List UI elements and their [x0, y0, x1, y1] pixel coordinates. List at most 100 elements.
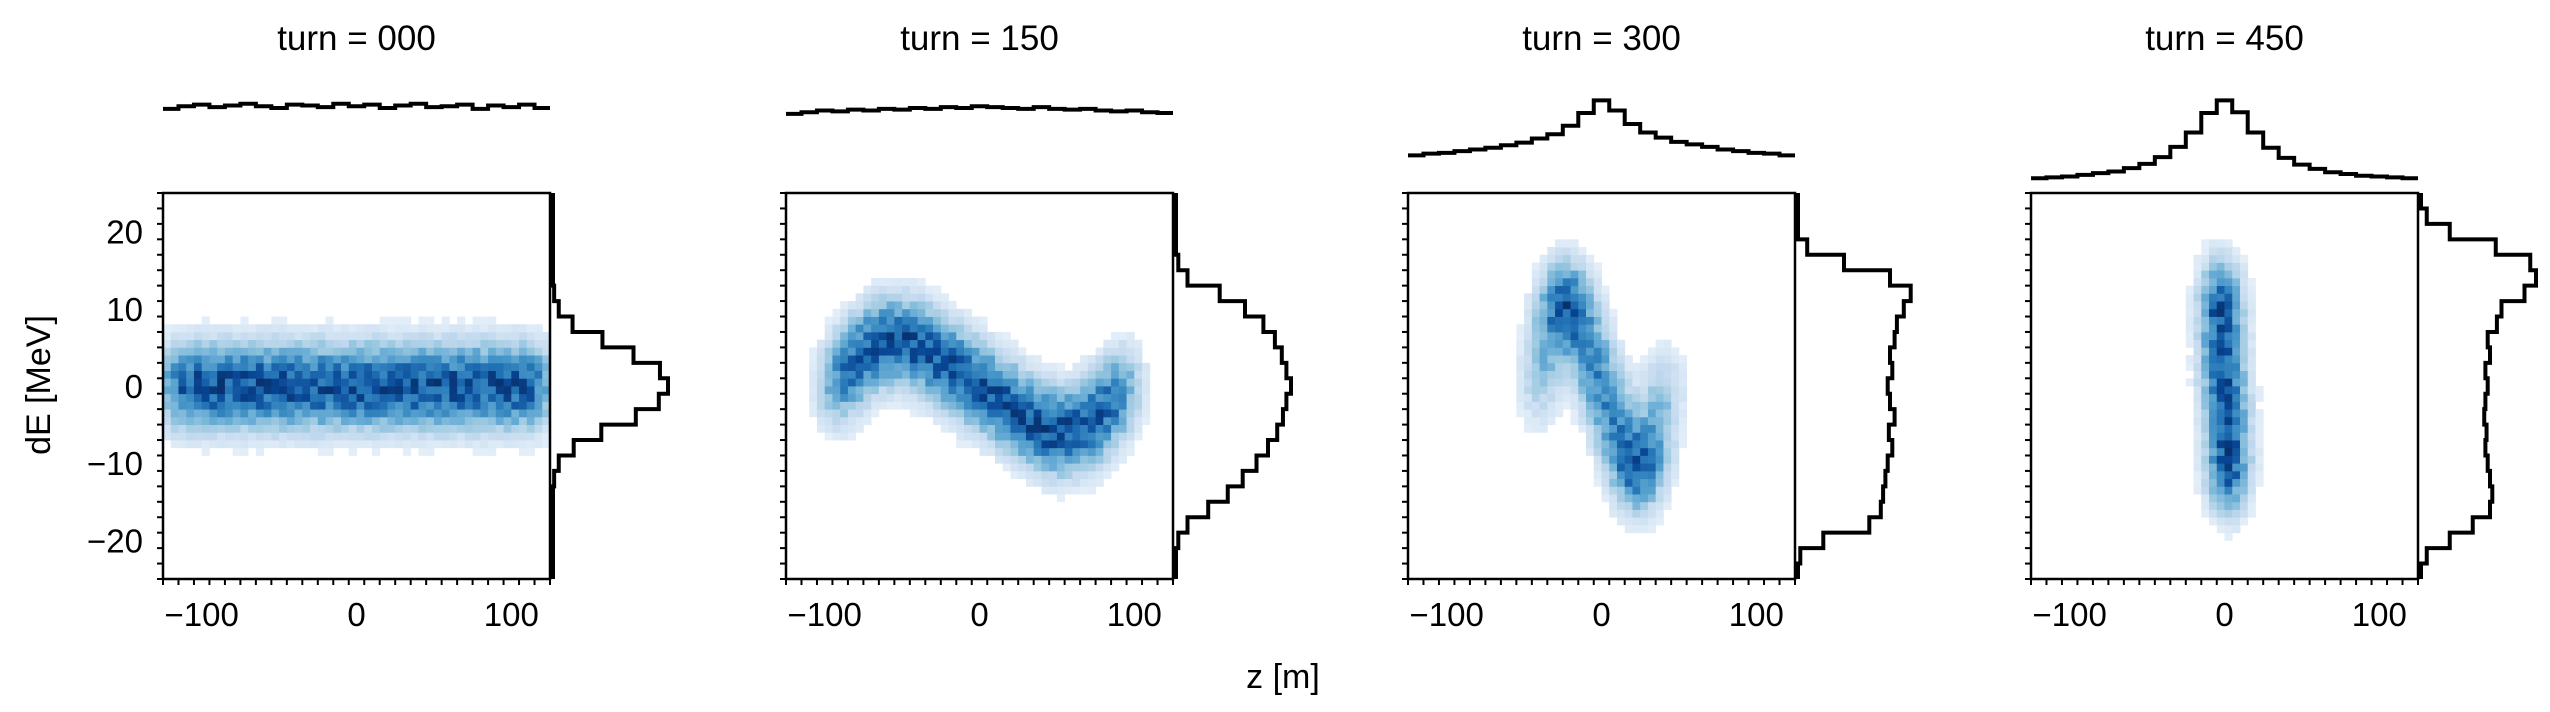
- heatmap-cell: [1586, 386, 1595, 395]
- x-tick-label: 0: [970, 596, 988, 633]
- heatmap-cell: [410, 393, 419, 402]
- heatmap-cell: [1609, 355, 1618, 364]
- heatmap-cell: [387, 324, 396, 333]
- heatmap-cell: [402, 386, 412, 395]
- heatmap-cell: [1624, 501, 1633, 510]
- heatmap-cell: [2193, 455, 2202, 464]
- heatmap-cell: [426, 347, 435, 356]
- heatmap-cell: [1025, 447, 1035, 456]
- heatmap-cell: [302, 378, 311, 387]
- heatmap-cell: [1080, 355, 1089, 364]
- heatmap-cell: [1663, 362, 1672, 371]
- heatmap-cell: [2201, 378, 2210, 387]
- heatmap-cell: [418, 409, 427, 418]
- heatmap-cell: [2232, 486, 2241, 495]
- heatmap-cell: [1663, 432, 1672, 441]
- heatmap-cell: [433, 347, 443, 356]
- heatmap-cell: [170, 378, 179, 387]
- heatmap-cell: [1033, 416, 1042, 425]
- heatmap-cell: [464, 393, 473, 402]
- heatmap-cell: [1593, 339, 1602, 348]
- heatmap-cell: [1056, 478, 1066, 487]
- heatmap-cell: [1056, 362, 1066, 371]
- heatmap-cell: [310, 355, 319, 364]
- heatmap-cell: [163, 378, 172, 387]
- heatmap-cell: [1087, 362, 1096, 371]
- heatmap-cell: [2224, 524, 2233, 534]
- heatmap-cell: [1111, 440, 1120, 449]
- heatmap-cell: [2239, 386, 2249, 395]
- heatmap-cell: [1134, 347, 1143, 356]
- heatmap-cell: [333, 347, 342, 356]
- heatmap-cell: [1616, 486, 1626, 495]
- heatmap-cell: [271, 347, 280, 356]
- heatmap-cell: [1624, 517, 1633, 526]
- heatmap-cell: [248, 347, 257, 356]
- heatmap-cell: [449, 401, 458, 410]
- heatmap-cell: [940, 370, 949, 379]
- heatmap-cell: [2255, 470, 2264, 480]
- heatmap-cell: [1524, 401, 1533, 410]
- heatmap-cell: [1118, 432, 1127, 441]
- heatmap-cell: [1524, 386, 1533, 395]
- heatmap-cell: [1041, 478, 1050, 487]
- heatmap-cell: [255, 440, 265, 449]
- heatmap-cell: [534, 370, 543, 379]
- heatmap-cell: [2193, 440, 2202, 449]
- heatmap-cell: [410, 339, 419, 348]
- heatmap-cell: [379, 347, 388, 356]
- heatmap-cell: [1126, 362, 1135, 371]
- heatmap-cell: [816, 355, 826, 364]
- heatmap-cell: [1049, 455, 1058, 464]
- heatmap-cell: [379, 339, 388, 348]
- heatmap-cell: [2209, 277, 2218, 287]
- heatmap-cell: [1524, 370, 1533, 379]
- heatmap-cell: [855, 293, 864, 302]
- heatmap-cell: [286, 370, 295, 379]
- heatmap-cell: [1018, 440, 1027, 449]
- heatmap-cell: [1002, 424, 1011, 433]
- heatmap-cell: [379, 386, 388, 395]
- heatmap-cell: [2239, 301, 2249, 310]
- heatmap-cell: [170, 370, 179, 379]
- heatmap-cell: [2193, 416, 2202, 425]
- heatmap-cell: [2216, 416, 2225, 425]
- heatmap-cell: [371, 393, 381, 402]
- heatmap-cell: [488, 378, 497, 387]
- heatmap-cell: [2232, 378, 2241, 387]
- heatmap-cell: [186, 347, 195, 356]
- heatmap-cell: [217, 378, 226, 387]
- heatmap-cell: [1002, 355, 1011, 364]
- heatmap-cell: [418, 378, 427, 387]
- heatmap-cell: [317, 393, 326, 402]
- heatmap-cell: [871, 370, 880, 379]
- heatmap-cell: [2216, 463, 2225, 472]
- heatmap-cell: [1555, 386, 1564, 395]
- heatmap-cell: [948, 416, 957, 425]
- heatmap-cell: [255, 386, 265, 395]
- heatmap-cell: [426, 416, 435, 425]
- heatmap-cell: [364, 324, 373, 333]
- heatmap-cell: [1002, 432, 1011, 441]
- heatmap-cell: [1018, 393, 1027, 402]
- heatmap-cell: [964, 308, 973, 317]
- heatmap-cell: [279, 409, 288, 418]
- heatmap-cell: [1647, 393, 1657, 402]
- heatmap-cell: [971, 409, 980, 418]
- heatmap-cell: [878, 316, 888, 325]
- heatmap-cell: [341, 355, 350, 364]
- heatmap-cell: [1002, 463, 1011, 472]
- heatmap-cell: [1640, 517, 1649, 526]
- heatmap-cell: [1570, 347, 1579, 356]
- heatmap-cell: [840, 378, 849, 387]
- heatmap-cell: [163, 355, 172, 364]
- heatmap-cell: [1080, 478, 1089, 487]
- heatmap-cell: [232, 393, 241, 402]
- heatmap-cell: [1547, 416, 1556, 425]
- heatmap-cell: [2247, 331, 2256, 341]
- heatmap-cell: [356, 362, 365, 371]
- heatmap-cell: [2232, 277, 2241, 287]
- heatmap-cell: [994, 393, 1004, 402]
- heatmap-cell: [871, 362, 880, 371]
- heatmap-cell: [263, 386, 272, 395]
